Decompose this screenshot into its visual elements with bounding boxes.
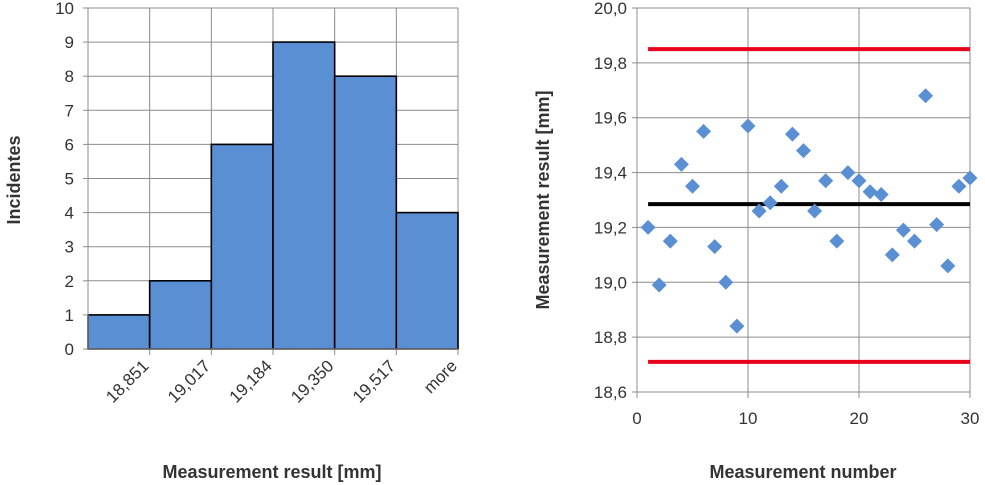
scatter-point (895, 222, 911, 238)
scatter-point (884, 247, 900, 263)
scatter-point (685, 178, 700, 194)
scatter-point (640, 219, 656, 235)
histogram-bar (333, 75, 398, 350)
histogram-y-tick-label: 7 (65, 101, 74, 120)
histogram-y-tick-label: 10 (55, 0, 74, 18)
scatter-y-tick-label: 19,6 (594, 109, 627, 128)
scatter-point (673, 156, 689, 172)
scatter-point (762, 195, 778, 211)
histogram-x-tick-label: more (420, 356, 461, 397)
scatter-point (729, 318, 745, 334)
scatter-chart: 18,618,819,019,219,419,619,820,00 10 20 30 … (533, 0, 979, 482)
histogram-y-tick-label: 2 (65, 272, 74, 291)
histogram-chart: 0 1 2 3 4 5 6 7 8 9 10 18,851 19,017 19,184 19,350 19,5… (4, 0, 461, 482)
histogram-y-axis-title: Incidentes (4, 135, 24, 224)
scatter-point (784, 126, 800, 142)
histogram-x-tick-label: 18,851 (102, 356, 152, 406)
scatter-gridlines (636, 7, 971, 393)
scatter-y-tick-label: 18,6 (594, 383, 627, 402)
scatter-x-tick-label: 20 (850, 409, 869, 428)
scatter-point (851, 173, 867, 189)
scatter-y-tick-label: 20,0 (594, 0, 627, 18)
histogram-bar (272, 41, 336, 350)
scatter-point (807, 203, 823, 219)
histogram-y-tick-label: 8 (65, 67, 74, 86)
scatter-point (929, 217, 945, 233)
scatter-y-tick-label: 18,8 (594, 328, 627, 347)
histogram-x-axis-title: Measurement result [mm] (162, 462, 381, 482)
scatter-point (907, 233, 922, 249)
histogram-x-tick-label: 19,017 (164, 356, 214, 406)
histogram-y-tick-label: 1 (65, 306, 74, 325)
histogram-y-tick-label: 4 (65, 204, 74, 223)
scatter-point (773, 178, 789, 194)
histogram-x-tick-label: 19,184 (226, 356, 276, 406)
histogram-y-tick-label: 5 (65, 170, 74, 189)
scatter-point (718, 274, 734, 290)
scatter-point (751, 203, 767, 219)
scatter-point (696, 123, 712, 139)
histogram-bar (395, 211, 459, 350)
scatter-x-axis-title: Measurement number (709, 462, 896, 482)
scatter-x-tick-label: 0 (632, 409, 641, 428)
scatter-point (873, 187, 889, 203)
scatter-point (829, 233, 845, 249)
scatter-y-tick-label: 19,0 (594, 273, 627, 292)
histogram-x-tick-label: 19,350 (287, 356, 337, 406)
scatter-y-tick-label: 19,4 (594, 164, 627, 183)
scatter-y-tick-label: 19,2 (594, 218, 627, 237)
scatter-point (918, 88, 934, 104)
scatter-point (951, 178, 967, 194)
scatter-tick-labels: 18,6 18,8 19,0 19,2 19,4 19,6 19,8 20,0 0 10 20 30 (594, 0, 980, 428)
scatter-point (651, 277, 667, 293)
histogram-bar (148, 279, 213, 350)
scatter-points (640, 88, 978, 334)
scatter-point (840, 165, 856, 181)
histogram-axes (83, 7, 459, 355)
histogram-y-tick-label: 3 (65, 238, 74, 257)
scatter-y-tick-label: 19,8 (594, 54, 627, 73)
scatter-reference-lines (648, 47, 970, 364)
histogram-bar (87, 314, 151, 350)
histogram-y-tick-label: 9 (65, 33, 74, 52)
scatter-point (962, 170, 978, 186)
histogram-x-tick-label: 19,517 (349, 356, 399, 406)
histogram-bar (210, 143, 274, 350)
scatter-point (862, 184, 878, 200)
histogram-y-tick-label: 6 (65, 135, 74, 154)
scatter-point (707, 239, 723, 255)
histogram-bars (87, 41, 459, 350)
scatter-x-tick-label: 30 (961, 409, 980, 428)
scatter-y-axis-title: Measurement result [mm] (533, 90, 553, 309)
scatter-point (940, 258, 956, 274)
scatter-point (740, 118, 756, 134)
scatter-point (818, 173, 834, 189)
scatter-point (662, 233, 678, 249)
scatter-point (796, 143, 811, 159)
scatter-axes (632, 7, 971, 398)
scatter-x-tick-label: 10 (739, 409, 758, 428)
histogram-y-tick-label: 0 (65, 340, 74, 359)
